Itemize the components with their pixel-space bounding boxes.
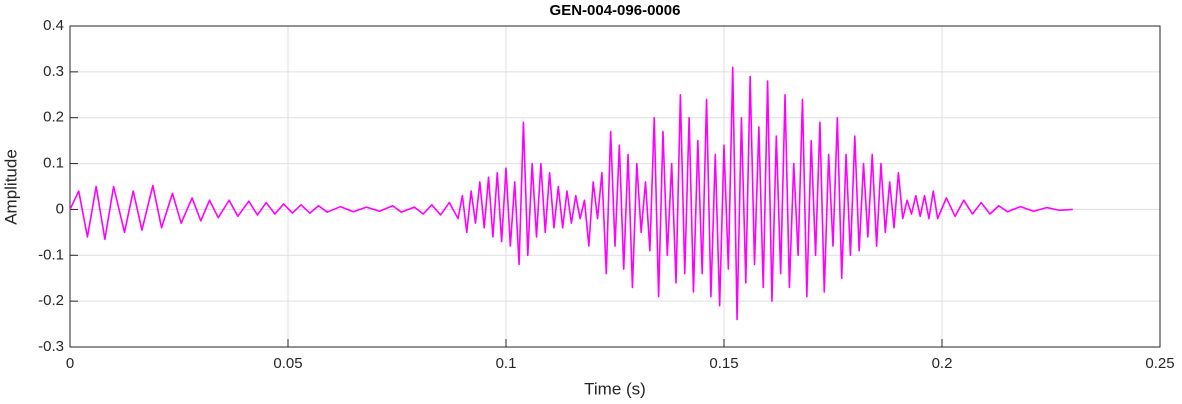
- x-axis-label: Time (s): [584, 379, 646, 398]
- y-tick-label: 0.4: [43, 17, 64, 34]
- waveform-line: [69, 66, 1073, 321]
- x-tick-label: 0.25: [1145, 355, 1174, 372]
- x-tick-label: 0.15: [709, 355, 738, 372]
- x-tick-label: 0: [66, 355, 74, 372]
- x-tick-label: 0.1: [496, 355, 517, 372]
- plot-area: [70, 26, 1160, 347]
- y-tick-label: -0.3: [38, 338, 64, 355]
- y-tick-label: 0.2: [43, 109, 64, 126]
- y-axis-label: Amplitude: [1, 149, 20, 225]
- y-tick-label: 0.1: [43, 155, 64, 172]
- y-tick-label: -0.2: [38, 292, 64, 309]
- y-tick-label: -0.1: [38, 246, 64, 263]
- y-tick-label: 0.3: [43, 63, 64, 80]
- x-tick-label: 0.2: [932, 355, 953, 372]
- x-tick-label: 0.05: [273, 355, 302, 372]
- axes-box: [69, 25, 1161, 348]
- y-tick-label: 0: [56, 200, 64, 217]
- chart-title: GEN-004-096-0006: [550, 2, 681, 19]
